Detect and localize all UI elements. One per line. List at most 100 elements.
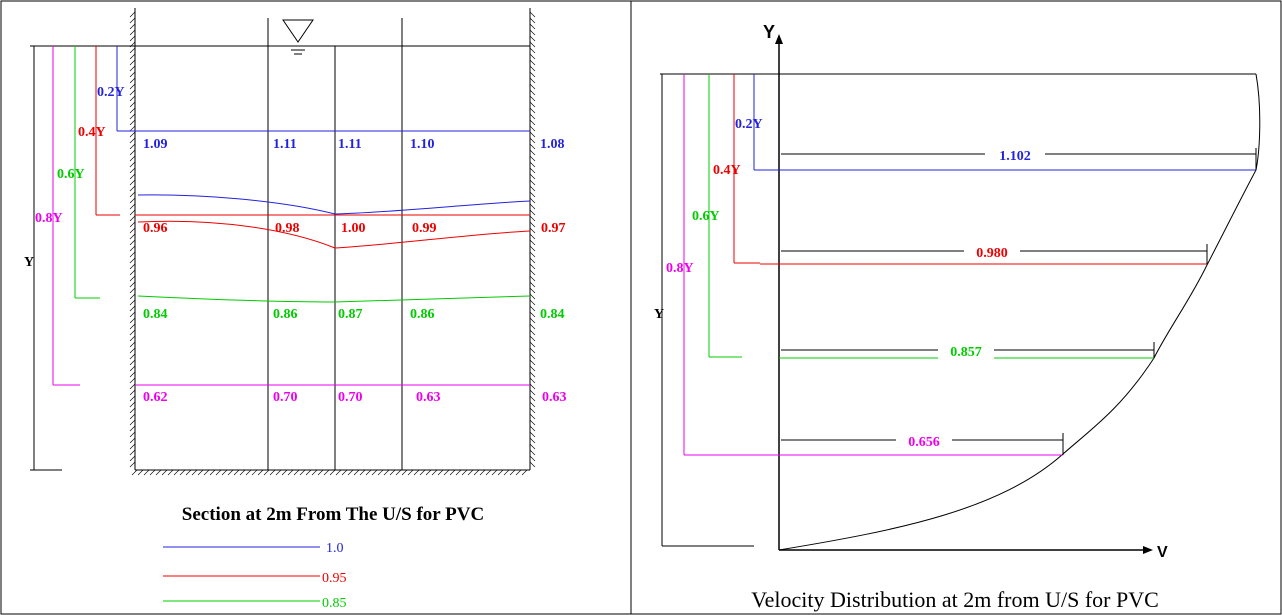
hatch-mark: [129, 359, 136, 366]
hatch-mark: [129, 71, 136, 78]
hatch-mark: [529, 167, 536, 174]
hatch-mark: [129, 233, 136, 240]
hatch-mark: [161, 469, 168, 476]
hatch-mark: [129, 77, 136, 84]
hatch-mark: [529, 131, 536, 138]
hatch-mark: [491, 469, 498, 476]
hatch-mark: [129, 227, 136, 234]
hatch-mark: [529, 53, 536, 60]
v-axis-label: V: [1157, 544, 1168, 561]
value-label: 0.97: [541, 221, 566, 236]
left-depth-label-04y: 0.4Y: [78, 125, 106, 140]
v-axis-arrow: [1143, 546, 1153, 554]
hatch-mark: [529, 407, 536, 414]
hatch-mark: [443, 469, 450, 476]
hatch-mark: [129, 443, 136, 450]
hatch-mark: [529, 287, 536, 294]
hatch-mark: [239, 469, 246, 476]
velocity-value-label: 1.102: [999, 149, 1031, 164]
hatch-mark: [257, 469, 264, 476]
hatch-mark: [529, 107, 536, 114]
value-label: 0.84: [540, 307, 565, 322]
hatch-mark: [149, 469, 156, 476]
value-label: 0.63: [542, 390, 567, 405]
value-labels: 1.09 1.11 1.11 1.10 1.08 0.96 0.98 1.00 …: [143, 137, 567, 405]
hatch-mark: [245, 469, 252, 476]
hatch-mark: [129, 107, 136, 114]
y-axis-label: Y: [763, 22, 775, 42]
right-panel-border: [630, 0, 1282, 615]
hatch-mark: [281, 469, 288, 476]
hatch-mark: [371, 469, 378, 476]
hatch-mark: [129, 431, 136, 438]
hatch-mark: [529, 395, 536, 402]
hatch-mark: [185, 469, 192, 476]
hatch-mark: [529, 35, 536, 42]
hatch-mark: [129, 167, 136, 174]
hatch-mark: [529, 11, 536, 18]
hatch-mark: [377, 469, 384, 476]
hatch-mark: [129, 299, 136, 306]
value-label: 0.62: [143, 390, 168, 405]
hatch-mark: [129, 341, 136, 348]
hatch-mark: [129, 251, 136, 258]
left-wall-hatch: [129, 11, 536, 476]
hatch-mark: [529, 161, 536, 168]
hatch-mark: [529, 443, 536, 450]
hatch-mark: [529, 293, 536, 300]
hatch-mark: [129, 239, 136, 246]
hatch-mark: [129, 215, 136, 222]
velocity-value-label: 0.857: [950, 345, 982, 360]
hatch-mark: [419, 469, 426, 476]
left-depth-label-y: Y: [24, 255, 34, 270]
left-depth-label-06y: 0.6Y: [57, 167, 85, 182]
hatch-mark: [529, 383, 536, 390]
hatch-mark: [529, 317, 536, 324]
value-label: 0.98: [275, 221, 300, 236]
hatch-mark: [529, 371, 536, 378]
hatch-mark: [129, 413, 136, 420]
hatch-mark: [467, 469, 474, 476]
hatch-mark: [529, 389, 536, 396]
hatch-mark: [529, 227, 536, 234]
hatch-mark: [129, 383, 136, 390]
hatch-mark: [129, 329, 136, 336]
value-label: 1.00: [341, 221, 366, 236]
hatch-mark: [365, 469, 372, 476]
hatch-mark: [461, 469, 468, 476]
hatch-mark: [129, 53, 136, 60]
right-panel-title: Velocity Distribution at 2m from U/S for…: [751, 587, 1159, 612]
hatch-mark: [529, 47, 536, 54]
legend-label: 0.85: [322, 596, 347, 611]
right-depth-label-02y: 0.2Y: [735, 117, 763, 132]
hatch-mark: [383, 469, 390, 476]
hatch-mark: [529, 305, 536, 312]
hatch-mark: [131, 469, 138, 476]
hatch-mark: [413, 469, 420, 476]
hatch-mark: [129, 407, 136, 414]
hatch-mark: [129, 143, 136, 150]
hatch-mark: [389, 469, 396, 476]
hatch-mark: [129, 125, 136, 132]
hatch-mark: [529, 245, 536, 252]
hatch-mark: [529, 65, 536, 72]
hatch-mark: [529, 221, 536, 228]
hatch-mark: [529, 419, 536, 426]
hatch-mark: [129, 455, 136, 462]
velocity-value-label: 0.980: [976, 246, 1008, 261]
value-label: 1.11: [273, 137, 297, 152]
hatch-mark: [129, 347, 136, 354]
hatch-mark: [515, 469, 522, 476]
hatch-mark: [407, 469, 414, 476]
hatch-mark: [529, 209, 536, 216]
hatch-mark: [263, 469, 270, 476]
value-label: 0.86: [273, 307, 298, 322]
hatch-mark: [529, 215, 536, 222]
hatch-mark: [129, 257, 136, 264]
hatch-mark: [209, 469, 216, 476]
hatch-mark: [529, 17, 536, 24]
hatch-mark: [129, 83, 136, 90]
hatch-mark: [529, 275, 536, 282]
hatch-mark: [529, 311, 536, 318]
hatch-mark: [529, 251, 536, 258]
